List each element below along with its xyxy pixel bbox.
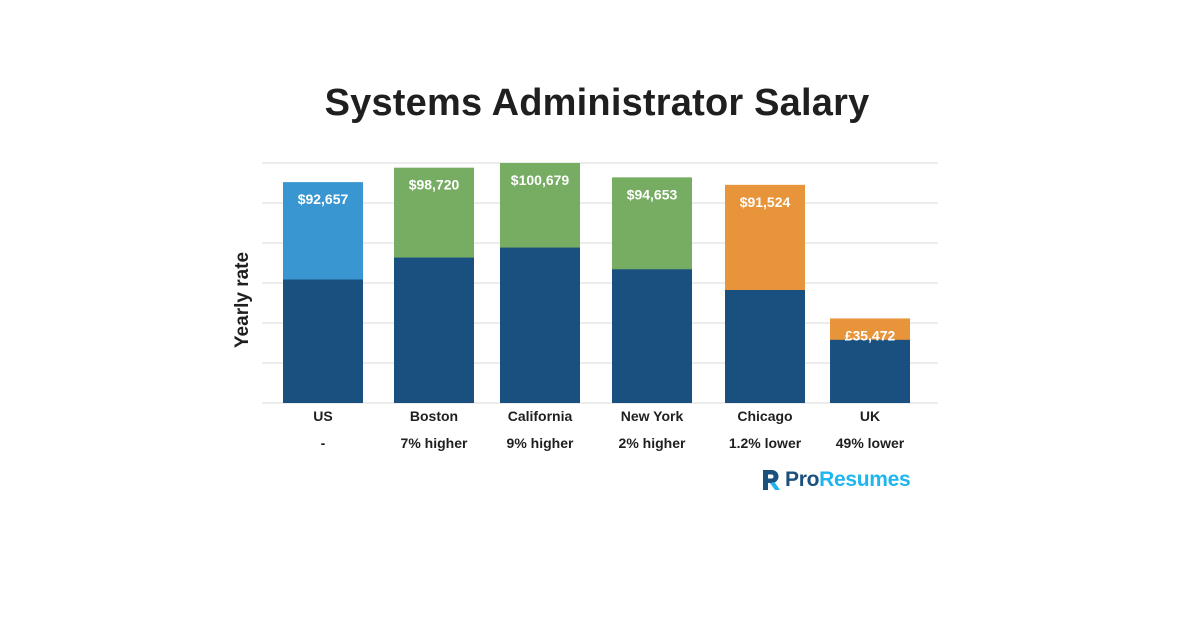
- bar-base-california: [500, 247, 580, 403]
- x-tick-label-new-york: New York: [621, 408, 684, 424]
- x-tick-label-us: US: [313, 408, 332, 424]
- data-label-new-york: $94,653: [627, 186, 678, 202]
- bar-base-new-york: [612, 269, 692, 403]
- x-sublabel-chicago: 1.2% lower: [729, 435, 802, 451]
- x-sublabel-us: -: [321, 435, 326, 451]
- x-tick-label-california: California: [508, 408, 573, 424]
- data-label-us: $92,657: [298, 191, 349, 207]
- x-tick-label-uk: UK: [860, 408, 880, 424]
- x-sublabel-california: 9% higher: [507, 435, 574, 451]
- bars: [283, 163, 910, 403]
- data-label-chicago: $91,524: [740, 194, 791, 210]
- x-tick-label-chicago: Chicago: [737, 408, 792, 424]
- bar-base-uk: [830, 339, 910, 403]
- bar-base-us: [283, 279, 363, 403]
- labels: $92,657 US - $98,720 Boston 7% higher $100,679…: [298, 172, 905, 451]
- proresumes-logo: ProResumes: [761, 466, 911, 494]
- gridlines: [262, 162, 938, 404]
- x-sublabel-uk: 49% lower: [836, 435, 905, 451]
- logo-text-resumes: Resumes: [819, 468, 911, 491]
- data-label-boston: $98,720: [409, 177, 460, 193]
- logo-wordmark: ProResumes: [785, 468, 911, 492]
- x-sublabel-new-york: 2% higher: [619, 435, 686, 451]
- y-axis-label: Yearly rate: [232, 252, 253, 348]
- bar-base-boston: [394, 257, 474, 403]
- chart-title: Systems Administrator Salary: [324, 82, 870, 124]
- proresumes-logo-icon: [763, 470, 780, 490]
- x-tick-label-boston: Boston: [410, 408, 458, 424]
- bar-base-chicago: [725, 290, 805, 403]
- x-sublabel-boston: 7% higher: [401, 435, 468, 451]
- logo-text-pro: Pro: [785, 468, 820, 491]
- data-label-california: $100,679: [511, 172, 570, 188]
- data-label-uk: £35,472: [845, 327, 896, 343]
